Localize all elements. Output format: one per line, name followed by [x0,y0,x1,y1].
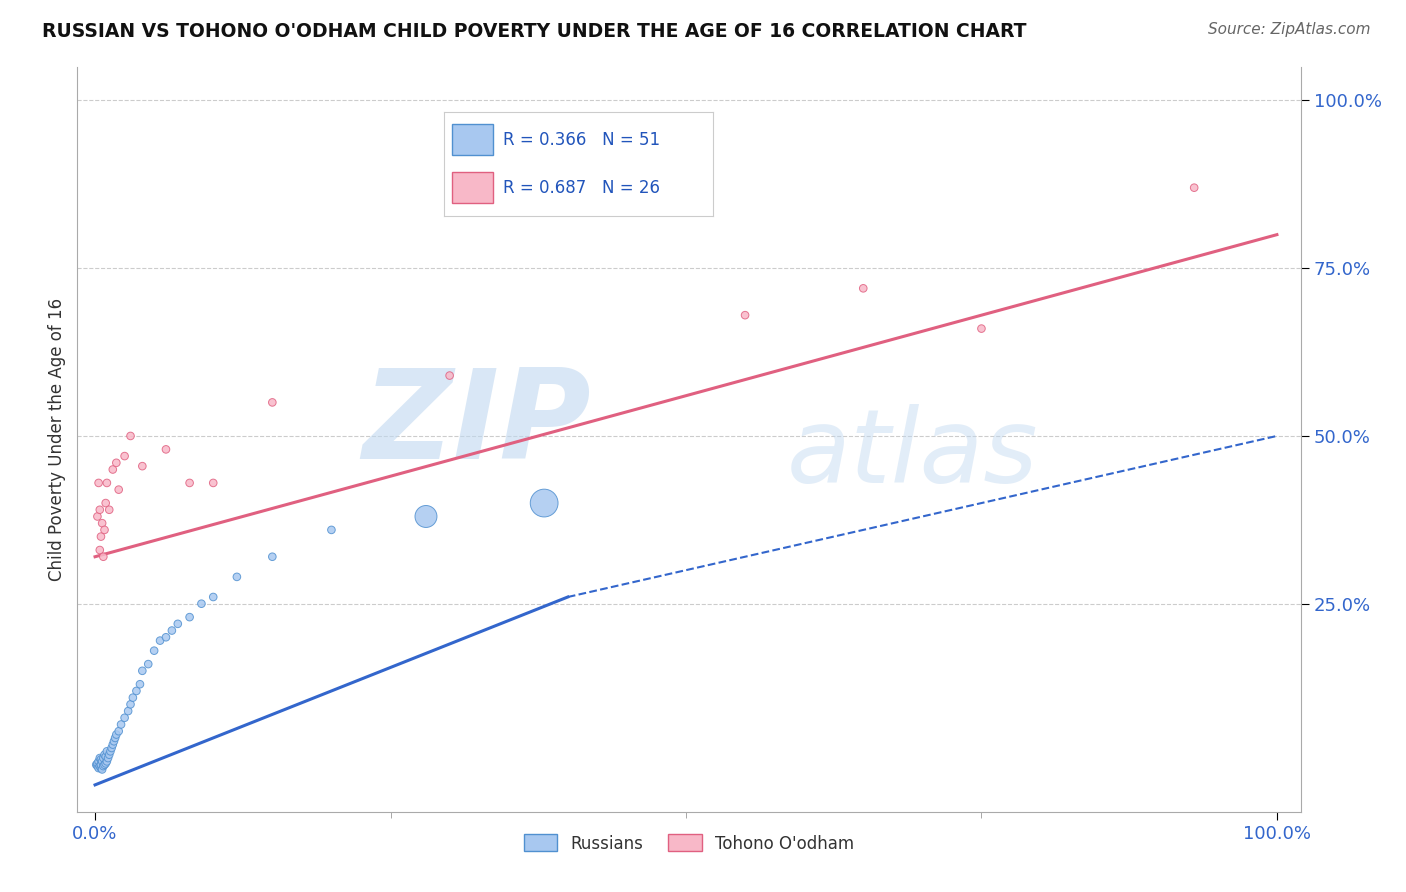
Point [970,321,993,335]
Point [107,483,129,497]
Y-axis label: Child Poverty Under the Age of 16: Child Poverty Under the Age of 16 [48,298,66,581]
Point [90,761,112,775]
Point [93,757,115,772]
Point [107,724,129,739]
Point [122,690,145,705]
Point [114,449,136,463]
Point [91,755,114,769]
Point [179,475,201,490]
Point [110,717,132,731]
Point [103,734,125,748]
Text: RUSSIAN VS TOHONO O'ODHAM CHILD POVERTY UNDER THE AGE OF 16 CORRELATION CHART: RUSSIAN VS TOHONO O'ODHAM CHILD POVERTY … [42,22,1026,41]
Point [131,459,153,474]
Point [155,630,177,644]
Point [84,757,107,772]
Point [91,549,114,564]
Point [89,759,111,773]
Point [101,462,124,476]
Point [91,763,114,777]
Point [86,759,108,773]
Point [93,747,115,762]
Point [90,752,112,766]
Point [262,549,284,564]
Point [321,523,343,537]
Point [125,684,148,698]
Point [91,751,114,765]
Point [98,747,121,762]
Point [120,429,142,443]
Point [94,756,117,771]
Point [101,738,124,752]
Point [87,761,110,775]
Point [105,727,128,741]
Point [86,756,108,771]
Point [114,711,136,725]
Point [131,664,153,678]
Point [97,751,120,765]
Point [87,475,110,490]
Point [96,755,118,769]
Point [179,610,201,624]
Point [120,698,142,712]
Point [89,751,111,765]
Point [225,570,247,584]
Point [90,530,112,544]
Point [117,704,139,718]
Point [90,757,112,772]
Point [129,677,152,691]
Point [1182,180,1205,194]
Point [533,496,555,510]
Text: ZIP: ZIP [363,364,591,485]
Point [93,523,115,537]
Legend: Russians, Tohono O'odham: Russians, Tohono O'odham [517,828,860,859]
Point [202,475,225,490]
Point [202,590,225,604]
Point [104,731,127,745]
Point [89,543,111,558]
Point [166,616,188,631]
Point [262,395,284,409]
Point [91,516,114,531]
Point [94,496,117,510]
Point [96,744,118,758]
Text: atlas: atlas [787,404,1038,504]
Point [143,643,166,657]
Point [87,755,110,769]
Point [160,624,183,638]
Point [91,759,114,773]
Point [105,456,128,470]
Point [94,749,117,764]
Point [155,442,177,457]
Point [89,502,111,516]
Point [149,633,172,648]
Point [96,475,118,490]
Text: Source: ZipAtlas.com: Source: ZipAtlas.com [1208,22,1371,37]
Point [98,502,121,516]
Point [415,509,437,524]
Point [734,308,756,322]
Point [86,509,108,524]
Point [190,597,212,611]
Point [100,744,122,758]
Point [136,657,159,672]
Point [100,741,122,756]
Point [852,281,875,295]
Point [439,368,461,383]
